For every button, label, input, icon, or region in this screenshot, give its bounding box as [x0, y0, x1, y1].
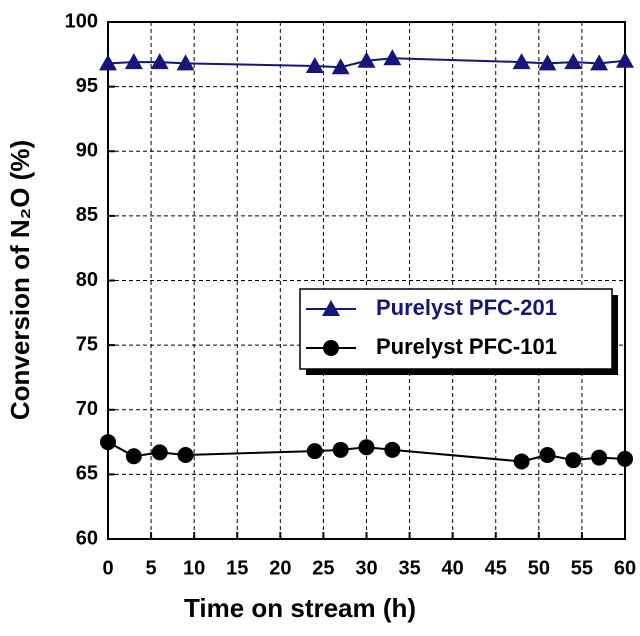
legend-box: [299, 288, 613, 370]
legend-label: Purelyst PFC-201: [376, 295, 557, 320]
y-tick-label: 85: [76, 204, 98, 226]
data-point: [564, 53, 583, 70]
y-tick-label: 70: [76, 398, 98, 420]
legend-marker: [323, 340, 339, 356]
x-axis-title: Time on stream (h): [184, 593, 416, 623]
data-point: [590, 54, 609, 71]
y-tick-label: 60: [76, 527, 98, 549]
data-point: [383, 49, 402, 66]
data-point: [538, 54, 557, 71]
data-point: [124, 53, 143, 70]
data-point: [331, 58, 350, 75]
data-point: [306, 443, 323, 460]
data-point: [358, 439, 375, 456]
data-point: [539, 446, 556, 463]
data-point: [176, 54, 195, 71]
data-point: [513, 453, 530, 470]
x-tick-label: 60: [614, 557, 636, 579]
x-tick-label: 15: [226, 557, 248, 579]
x-tick-label: 50: [528, 557, 550, 579]
y-axis-title: Conversion of N₂O (%): [5, 140, 35, 420]
x-tick-label: 30: [355, 557, 377, 579]
x-tick-label: 40: [442, 557, 464, 579]
data-point: [617, 450, 633, 467]
data-point: [616, 51, 634, 68]
data-point: [332, 441, 349, 458]
data-point: [357, 51, 376, 68]
data-point: [177, 446, 194, 463]
x-tick-label: 45: [485, 557, 507, 579]
data-point: [305, 56, 324, 73]
legend-marker: [322, 300, 340, 316]
y-tick-label: 65: [76, 463, 98, 485]
data-point: [512, 53, 531, 70]
data-point: [150, 53, 169, 70]
data-point: [591, 449, 608, 466]
y-tick-label: 90: [76, 140, 98, 162]
x-tick-label: 35: [398, 557, 420, 579]
x-tick-label: 25: [312, 557, 334, 579]
plot-frame: [107, 21, 626, 540]
y-tick-label: 75: [76, 333, 98, 355]
x-tick-label: 55: [571, 557, 593, 579]
data-point: [151, 444, 168, 461]
y-tick-label: 80: [76, 269, 98, 291]
y-tick-label: 100: [65, 10, 98, 32]
x-tick-label: 10: [183, 557, 205, 579]
data-point: [125, 448, 142, 465]
data-point: [100, 434, 116, 451]
x-tick-label: 20: [269, 557, 291, 579]
x-tick-label: 5: [146, 557, 157, 579]
x-tick-label: 0: [102, 557, 113, 579]
legend-label: Purelyst PFC-101: [376, 334, 557, 359]
data-point: [384, 441, 401, 458]
data-point: [99, 54, 117, 71]
y-tick-label: 95: [76, 75, 98, 97]
legend: Purelyst PFC-201 Purelyst PFC-101: [299, 288, 618, 375]
data-point: [565, 452, 582, 469]
